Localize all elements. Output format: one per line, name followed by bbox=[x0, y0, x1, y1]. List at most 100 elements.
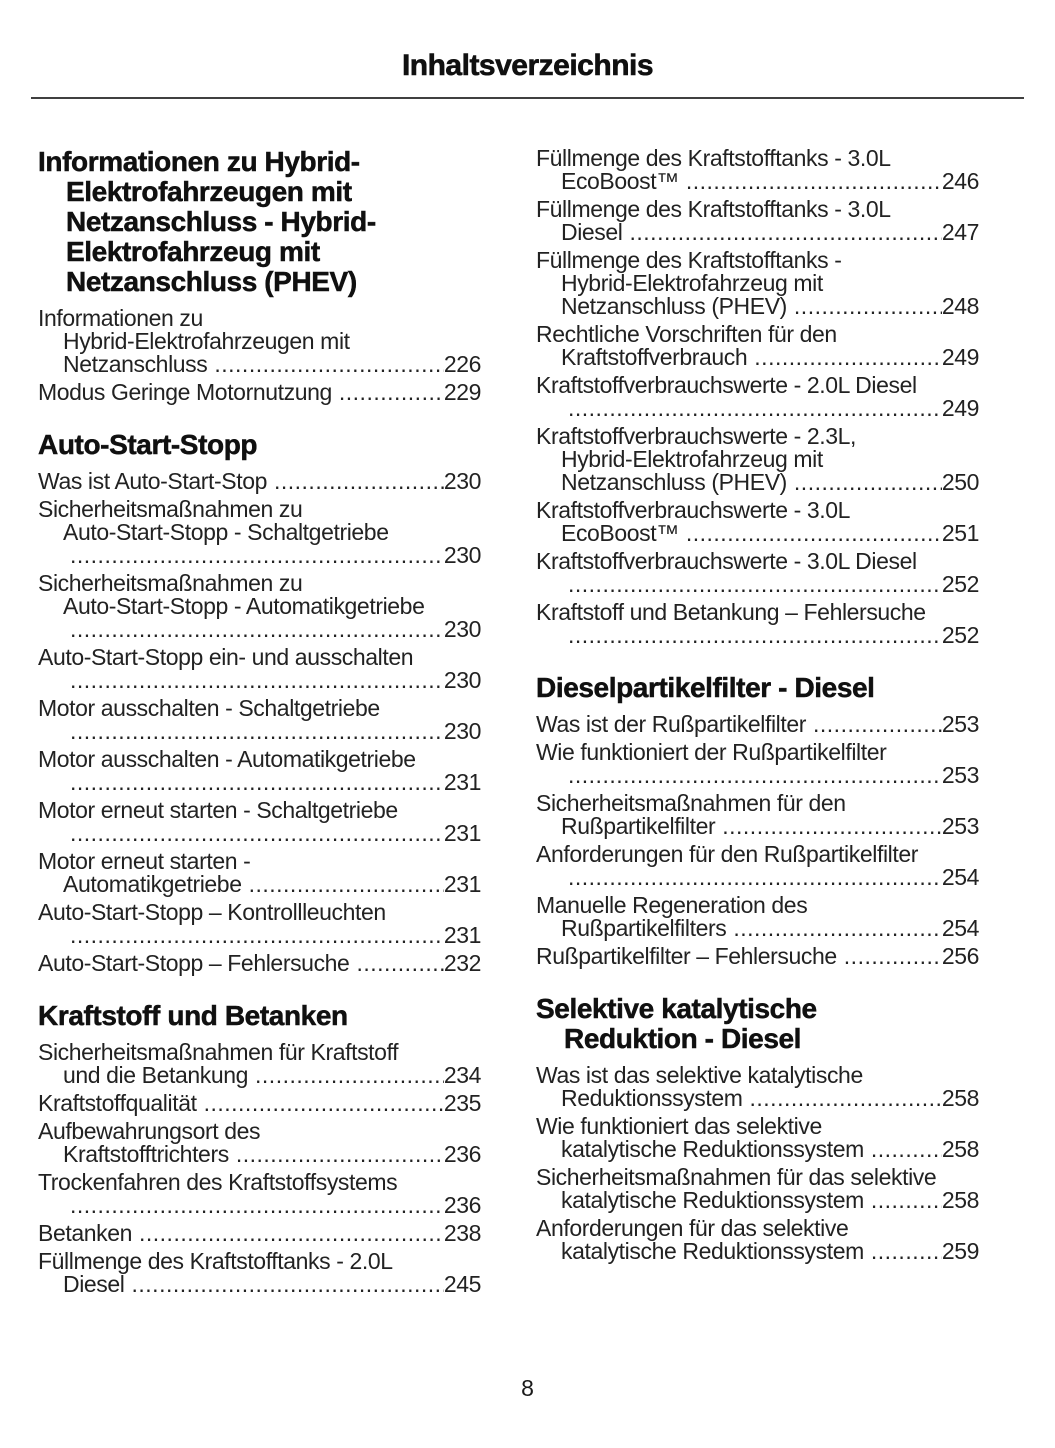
toc-line: Hybrid-Elektrofahrzeug mit bbox=[536, 448, 979, 471]
toc-line: Automatikgetriebe 231 bbox=[38, 873, 481, 896]
toc-entry-text: Netzanschluss (PHEV) bbox=[561, 469, 787, 495]
toc-page-ref: 231 bbox=[443, 820, 482, 846]
toc-entry-text: Motor erneut starten - Schaltgetriebe bbox=[38, 797, 398, 823]
toc-page-ref: 231 bbox=[443, 769, 482, 795]
toc-entry: Was ist das selektive katalytische Redukt… bbox=[536, 1064, 979, 1110]
toc-line: Netzanschluss (PHEV) 250 bbox=[536, 471, 979, 494]
dot-leader bbox=[871, 1240, 942, 1263]
toc-entry: Sicherheitsmaßnahmen zu Auto-Start-Stopp … bbox=[38, 498, 481, 567]
toc-page-ref: 258 bbox=[941, 1136, 980, 1162]
section-heading-text: Elektrofahrzeug mit bbox=[66, 236, 321, 267]
dot-leader bbox=[568, 573, 942, 596]
dot-leader bbox=[356, 952, 443, 975]
toc-page-ref: 259 bbox=[941, 1238, 980, 1264]
toc-entry: Sicherheitsmaßnahmen für den Rußpartikelf… bbox=[536, 792, 979, 838]
page-header: Inhaltsverzeichnis bbox=[0, 0, 1055, 99]
toc-entry-text: Motor erneut starten - bbox=[38, 848, 251, 874]
toc-line: 249 bbox=[536, 395, 980, 421]
dot-leader bbox=[722, 815, 942, 838]
toc-line: Sicherheitsmaßnahmen zu bbox=[38, 572, 481, 595]
toc-line: Wie funktioniert das selektive bbox=[536, 1115, 979, 1138]
toc-line: Hybrid-Elektrofahrzeugen mit bbox=[38, 330, 481, 353]
dot-leader bbox=[132, 1273, 444, 1296]
toc-entry: Kraftstoff und Betankung – Fehlersuche 25… bbox=[536, 601, 979, 647]
toc-page-ref: 246 bbox=[941, 168, 980, 194]
toc-line: Auto-Start-Stopp – Kontrollleuchten bbox=[38, 901, 481, 924]
toc-entry-text: Rußpartikelfilter – Fehlersuche bbox=[536, 943, 837, 969]
dot-leader bbox=[70, 1194, 444, 1217]
toc-entry-text: katalytische Reduktionssystem bbox=[561, 1238, 864, 1264]
dot-leader bbox=[794, 295, 942, 318]
dot-leader bbox=[249, 873, 444, 896]
toc-entry: Auto-Start-Stopp – Kontrollleuchten 231 bbox=[38, 901, 481, 947]
toc-page-ref: 236 bbox=[443, 1141, 482, 1167]
toc-entry-text: Was ist Auto-Start-Stop bbox=[38, 468, 267, 494]
dot-leader bbox=[686, 170, 942, 193]
toc-page-ref: 231 bbox=[443, 922, 482, 948]
section-heading: Informationen zu Hybrid- Elektrofahrzeuge… bbox=[38, 146, 481, 297]
toc-entry-text: katalytische Reduktionssystem bbox=[561, 1187, 864, 1213]
toc-line: 236 bbox=[38, 1194, 482, 1217]
toc-entry: Kraftstoffverbrauchswerte - 2.0L Diesel 2… bbox=[536, 374, 979, 420]
toc-entry: Kraftstoffverbrauchswerte - 3.0L EcoBoost… bbox=[536, 499, 979, 545]
toc-line: Was ist der Rußpartikelfilter 253 bbox=[536, 713, 979, 736]
toc-entry-text: Manuelle Regeneration des bbox=[536, 892, 808, 918]
dot-leader bbox=[750, 1087, 942, 1110]
toc-line: Wie funktioniert der Rußpartikelfilter bbox=[536, 741, 979, 764]
toc-entry-text: Auto-Start-Stopp – Fehlersuche bbox=[38, 950, 350, 976]
dot-leader bbox=[339, 381, 444, 404]
section-heading-text: Auto-Start-Stopp bbox=[38, 429, 258, 460]
toc-line: Informationen zu bbox=[38, 307, 481, 330]
dot-leader bbox=[70, 771, 444, 794]
toc-entry: Manuelle Regeneration des Rußpartikelfilt… bbox=[536, 894, 979, 940]
toc-line: Betanken 238 bbox=[38, 1222, 481, 1245]
toc-entry-text: Netzanschluss bbox=[63, 351, 208, 377]
dot-leader bbox=[568, 397, 942, 420]
toc-entry: Wie funktioniert das selektive katalytisc… bbox=[536, 1115, 979, 1161]
toc-entry: Anforderungen für den Rußpartikelfilter 2… bbox=[536, 843, 979, 889]
toc-page-ref: 229 bbox=[443, 379, 482, 405]
toc-page-ref: 256 bbox=[941, 943, 980, 969]
toc-entry-text: EcoBoost™ bbox=[561, 168, 679, 194]
toc-line: Netzanschluss - Hybrid- bbox=[38, 206, 481, 237]
toc-entry: Sicherheitsmaßnahmen für Kraftstoff und d… bbox=[38, 1041, 481, 1087]
toc-line: Auto-Start-Stopp bbox=[38, 429, 481, 460]
toc-page-ref: 230 bbox=[443, 616, 482, 642]
toc-entry: Motor ausschalten - Automatikgetriebe 231 bbox=[38, 748, 481, 794]
toc-line: 230 bbox=[38, 544, 482, 567]
toc-page-ref: 249 bbox=[941, 395, 980, 421]
dot-leader bbox=[844, 945, 942, 968]
toc-entry: Auto-Start-Stopp – Fehlersuche 232 bbox=[38, 952, 481, 975]
dot-leader bbox=[568, 764, 942, 787]
toc-entry-text: Anforderungen für den Rußpartikelfilter bbox=[536, 841, 919, 867]
toc-line: Diesel 247 bbox=[536, 221, 979, 244]
toc-line: Füllmenge des Kraftstofftanks - bbox=[536, 249, 979, 272]
dot-leader bbox=[630, 221, 942, 244]
toc-line: Elektrofahrzeugen mit bbox=[38, 176, 481, 207]
toc-entry: Auto-Start-Stopp ein- und ausschalten 230 bbox=[38, 646, 481, 692]
dot-leader bbox=[754, 346, 942, 369]
toc-entry-text: Sicherheitsmaßnahmen für Kraftstoff bbox=[38, 1039, 399, 1065]
toc-page-ref: 234 bbox=[443, 1062, 482, 1088]
toc-entry-text: Aufbewahrungsort des bbox=[38, 1118, 261, 1144]
toc-entry-text: Was ist das selektive katalytische bbox=[536, 1062, 863, 1088]
toc-page-ref: 253 bbox=[941, 813, 980, 839]
toc-page-ref: 230 bbox=[443, 667, 482, 693]
toc-line: Motor ausschalten - Schaltgetriebe bbox=[38, 697, 481, 720]
toc-line: Motor erneut starten - bbox=[38, 850, 481, 873]
toc-line: Rußpartikelfilter – Fehlersuche 256 bbox=[536, 945, 979, 968]
toc-line: 230 bbox=[38, 667, 482, 693]
dot-leader bbox=[794, 471, 942, 494]
toc-entry-text: Trockenfahren des Kraftstoffsystems bbox=[38, 1169, 398, 1195]
dot-leader bbox=[70, 720, 444, 743]
toc-line: Manuelle Regeneration des bbox=[536, 894, 979, 917]
section-heading-text: Reduktion - Diesel bbox=[564, 1023, 802, 1054]
toc-entry: Kraftstoffverbrauchswerte - 2.3L, Hybrid-… bbox=[536, 425, 979, 494]
toc-page-ref: 253 bbox=[941, 711, 980, 737]
toc-page-ref: 258 bbox=[941, 1187, 980, 1213]
dot-leader bbox=[70, 924, 444, 947]
toc-entry-text: Motor ausschalten - Schaltgetriebe bbox=[38, 695, 380, 721]
toc-line: Modus Geringe Motornutzung 229 bbox=[38, 381, 481, 404]
dot-leader bbox=[871, 1189, 942, 1212]
toc-line: Was ist Auto-Start-Stop 230 bbox=[38, 470, 481, 493]
